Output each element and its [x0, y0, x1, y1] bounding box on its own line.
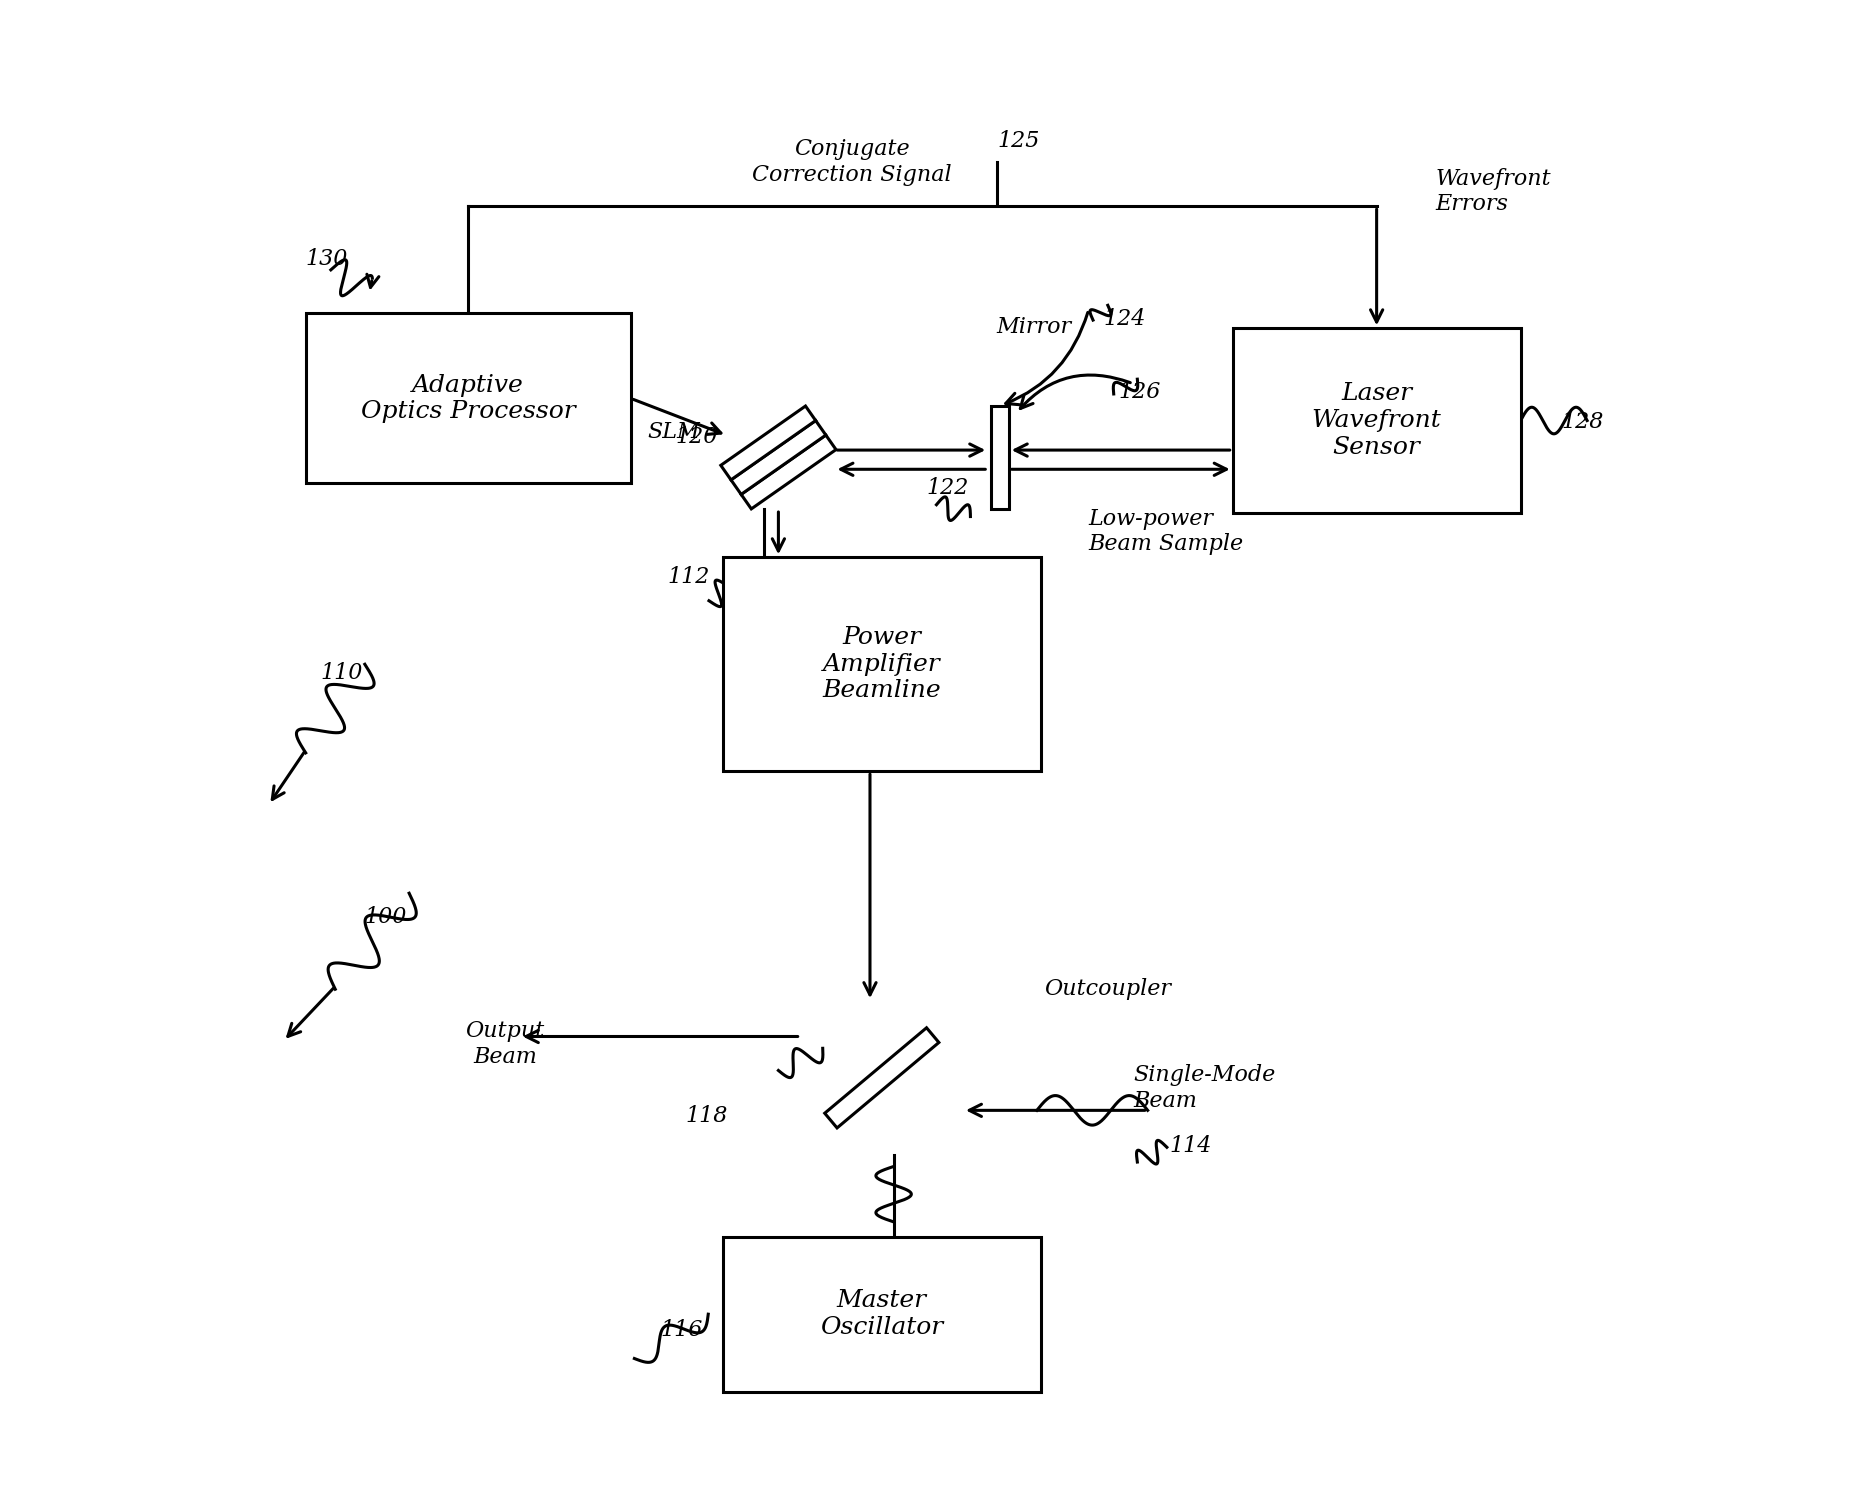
Bar [1232, 328, 1520, 513]
Polygon shape [732, 420, 825, 495]
Text: 125: 125 [997, 130, 1040, 152]
Text: 116: 116 [661, 1320, 702, 1342]
Text: 128: 128 [1561, 412, 1604, 432]
Text: Output
Beam: Output Beam [465, 1020, 545, 1068]
Polygon shape [741, 435, 836, 508]
Text: 122: 122 [926, 477, 969, 499]
Text: 124: 124 [1103, 307, 1146, 330]
Text: 114: 114 [1171, 1135, 1212, 1157]
Text: Master
Oscillator: Master Oscillator [820, 1290, 943, 1339]
Text: Adaptive
Optics Processor: Adaptive Optics Processor [360, 374, 575, 423]
Text: Power
Amplifier
Beamline: Power Amplifier Beamline [823, 626, 941, 702]
Text: Outcoupler: Outcoupler [1044, 978, 1171, 1000]
Text: Mirror: Mirror [997, 316, 1072, 338]
Bar [723, 558, 1040, 771]
Text: 126: 126 [1118, 382, 1161, 404]
Text: SLM: SLM [648, 422, 700, 443]
Text: 112: 112 [668, 567, 709, 587]
Text: Single-Mode
Beam: Single-Mode Beam [1133, 1065, 1275, 1112]
Text: 110: 110 [321, 662, 362, 684]
Bar [991, 406, 1008, 508]
Text: 118: 118 [685, 1105, 728, 1127]
Polygon shape [825, 1027, 939, 1127]
Text: Conjugate
Correction Signal: Conjugate Correction Signal [752, 139, 952, 186]
Text: Wavefront
Errors: Wavefront Errors [1436, 168, 1551, 215]
Text: 120: 120 [676, 426, 717, 447]
Text: 100: 100 [364, 905, 407, 927]
Polygon shape [721, 406, 816, 480]
Bar [723, 1236, 1040, 1391]
Text: Low-power
Beam Sample: Low-power Beam Sample [1088, 507, 1243, 555]
Text: Laser
Wavefront
Sensor: Laser Wavefront Sensor [1313, 382, 1441, 459]
Bar [306, 313, 631, 483]
Text: 130: 130 [306, 249, 347, 270]
